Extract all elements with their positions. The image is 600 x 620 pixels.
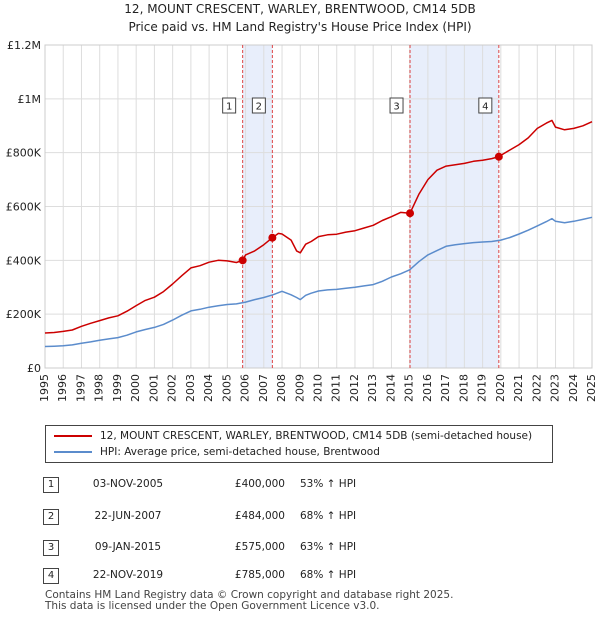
y-tick-label: £1.2M bbox=[7, 39, 41, 52]
legend-label-hpi: HPI: Average price, semi-detached house,… bbox=[100, 446, 380, 458]
x-tick-label: 2000 bbox=[129, 374, 142, 402]
x-tick-label: 1996 bbox=[56, 374, 69, 402]
x-tick-label: 2017 bbox=[439, 374, 452, 402]
sale-label: 1 bbox=[226, 102, 232, 113]
legend-swatch-property bbox=[54, 435, 92, 437]
x-tick-label: 1997 bbox=[74, 374, 87, 402]
x-tick-label: 2006 bbox=[239, 374, 252, 402]
sale-label: 2 bbox=[256, 102, 262, 113]
x-tick-label: 2001 bbox=[147, 374, 160, 402]
x-tick-label: 2003 bbox=[184, 374, 197, 402]
sale-price: £575,000 bbox=[234, 541, 285, 553]
sale-hpi: 68% ↑ HPI bbox=[300, 569, 357, 581]
sale-date: 09-JAN-2015 bbox=[94, 541, 162, 553]
x-tick-label: 2025 bbox=[585, 374, 598, 402]
x-tick-label: 2016 bbox=[421, 374, 434, 402]
x-tick-label: 1998 bbox=[93, 374, 106, 402]
price-chart: £0 £200K £400K £600K £800K £1M £1.2M 1995 1996 19… bbox=[6, 39, 598, 402]
legend-label-property: 12, MOUNT CRESCENT, WARLEY, BRENTWOOD, C… bbox=[100, 430, 533, 442]
x-tick-label: 2020 bbox=[494, 374, 507, 402]
x-tick-label: 2023 bbox=[549, 374, 562, 402]
legend-swatch-hpi bbox=[54, 451, 92, 453]
footer: Contains HM Land Registry data © Crown c… bbox=[45, 590, 453, 612]
y-tick-label: £800K bbox=[6, 147, 42, 160]
sale-price: £785,000 bbox=[234, 569, 285, 581]
x-tick-label: 2013 bbox=[366, 374, 379, 402]
table-row: 4 22-NOV-2019 £785,000 68% ↑ HPI bbox=[0, 568, 600, 588]
x-tick-label: 2004 bbox=[202, 374, 215, 402]
x-tick-label: 2015 bbox=[403, 374, 416, 402]
x-tick-label: 2011 bbox=[330, 374, 343, 402]
footer-copyright: Contains HM Land Registry data © Crown c… bbox=[45, 589, 454, 601]
x-tick-label: 2010 bbox=[312, 374, 325, 402]
x-tick-label: 2022 bbox=[530, 374, 543, 402]
table-row: 2 22-JUN-2007 £484,000 68% ↑ HPI bbox=[0, 509, 600, 529]
x-tick-label: 2005 bbox=[220, 374, 233, 402]
chart-title: 12, MOUNT CRESCENT, WARLEY, BRENTWOOD, C… bbox=[124, 2, 476, 16]
sale-label-box bbox=[251, 97, 266, 114]
sale-point bbox=[238, 256, 247, 265]
sale-hpi: 63% ↑ HPI bbox=[300, 541, 357, 553]
x-tick-label: 1999 bbox=[111, 374, 124, 402]
y-tick-label: £400K bbox=[6, 254, 42, 267]
chart-subtitle: Price paid vs. HM Land Registry's House … bbox=[128, 20, 472, 34]
x-tick-label: 2007 bbox=[257, 374, 270, 402]
hpi-line bbox=[44, 216, 593, 348]
legend-item-hpi: HPI: Average price, semi-detached house,… bbox=[54, 444, 380, 460]
x-tick-label: 2018 bbox=[457, 374, 470, 402]
legend-item-property: 12, MOUNT CRESCENT, WARLEY, BRENTWOOD, C… bbox=[54, 428, 532, 444]
x-tick-label: 2002 bbox=[166, 374, 179, 402]
plot-border bbox=[44, 44, 593, 369]
legend: 12, MOUNT CRESCENT, WARLEY, BRENTWOOD, C… bbox=[45, 425, 553, 463]
table-row: 1 03-NOV-2005 £400,000 53% ↑ HPI bbox=[0, 477, 600, 497]
footer-licence: This data is licensed under the Open Gov… bbox=[45, 600, 380, 612]
y-tick-label: £0 bbox=[27, 362, 41, 375]
table-row: 3 09-JAN-2015 £575,000 63% ↑ HPI bbox=[0, 540, 600, 560]
sale-date: 22-JUN-2007 bbox=[94, 510, 162, 522]
y-tick-label: £600K bbox=[6, 201, 42, 214]
x-tick-label: 2012 bbox=[348, 374, 361, 402]
x-tick-label: 2009 bbox=[293, 374, 306, 402]
sale-hpi: 53% ↑ HPI bbox=[300, 478, 357, 490]
y-tick-label: £1M bbox=[18, 93, 42, 106]
sale-hpi: 68% ↑ HPI bbox=[300, 510, 357, 522]
sale-number: 1 bbox=[43, 477, 59, 493]
sale-price: £484,000 bbox=[234, 510, 285, 522]
sale-label-box bbox=[478, 97, 493, 114]
sale-number: 2 bbox=[43, 509, 59, 525]
x-tick-label: 2019 bbox=[476, 374, 489, 402]
sale-number: 3 bbox=[43, 540, 59, 556]
x-tick-label: 1995 bbox=[38, 374, 51, 402]
sale-label: 4 bbox=[482, 102, 488, 113]
sale-point bbox=[268, 233, 277, 242]
x-tick-label: 2008 bbox=[275, 374, 288, 402]
y-tick-label: £200K bbox=[6, 308, 42, 321]
sale-price: £400,000 bbox=[234, 478, 285, 490]
sale-point bbox=[406, 209, 415, 218]
sale-label-box bbox=[389, 97, 404, 114]
x-tick-label: 2014 bbox=[384, 374, 397, 402]
x-tick-label: 2024 bbox=[567, 374, 580, 402]
x-tick-label: 2021 bbox=[512, 374, 525, 402]
sale-label: 3 bbox=[393, 102, 399, 113]
sale-date: 22-NOV-2019 bbox=[92, 569, 164, 581]
sale-label-box bbox=[222, 97, 237, 114]
sale-date: 03-NOV-2005 bbox=[92, 478, 164, 490]
sale-point bbox=[494, 152, 503, 161]
sale-number: 4 bbox=[43, 568, 59, 584]
